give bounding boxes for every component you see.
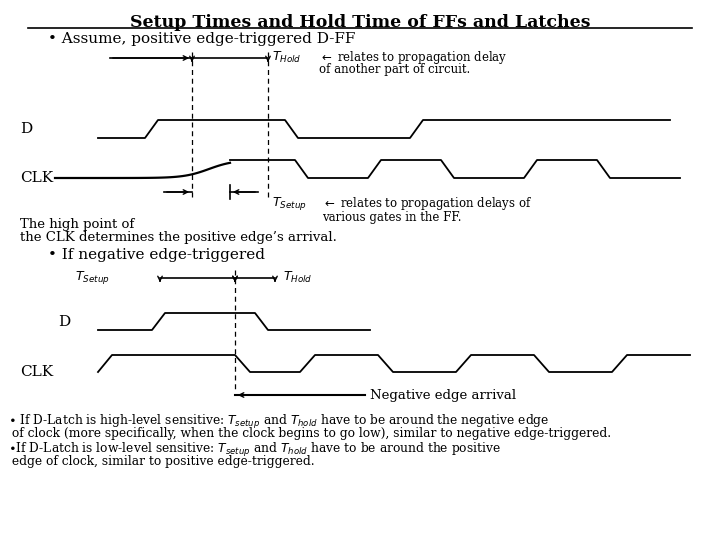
Text: • If negative edge-triggered: • If negative edge-triggered [48,248,265,262]
Text: of another part of circuit.: of another part of circuit. [319,64,470,77]
Text: $T_{Setup}$: $T_{Setup}$ [272,195,307,213]
Text: $\bullet$ If D-Latch is high-level sensitive: $T_{setup}$ and $T_{hold}$ have to: $\bullet$ If D-Latch is high-level sensi… [8,413,549,431]
Text: various gates in the FF.: various gates in the FF. [322,211,462,224]
Text: $T_{Setup}$: $T_{Setup}$ [75,268,109,286]
Text: of clock (more specifically, when the clock begins to go low), similar to negati: of clock (more specifically, when the cl… [8,427,611,440]
Text: Setup Times and Hold Time of FFs and Latches: Setup Times and Hold Time of FFs and Lat… [130,14,590,31]
Text: The high point of: The high point of [20,218,134,231]
Text: Negative edge arrival: Negative edge arrival [370,388,516,402]
Text: $T_{Hold}$: $T_{Hold}$ [283,269,312,285]
Text: $\leftarrow$ relates to propagation delays of: $\leftarrow$ relates to propagation dela… [322,195,532,213]
Text: • Assume, positive edge-triggered D-FF: • Assume, positive edge-triggered D-FF [48,32,356,46]
Text: D: D [20,122,32,136]
Text: $\bullet$If D-Latch is low-level sensitive: $T_{setup}$ and $T_{hold}$ have to b: $\bullet$If D-Latch is low-level sensiti… [8,441,501,459]
Text: edge of clock, similar to positive edge-triggered.: edge of clock, similar to positive edge-… [8,455,315,468]
Text: D: D [58,314,71,328]
Text: the CLK determines the positive edge’s arrival.: the CLK determines the positive edge’s a… [20,231,337,244]
Text: $\leftarrow$ relates to propagation delay: $\leftarrow$ relates to propagation dela… [319,49,508,65]
Text: $T_{Hold}$: $T_{Hold}$ [272,50,302,65]
Text: CLK: CLK [20,365,53,379]
Text: CLK: CLK [20,171,53,185]
